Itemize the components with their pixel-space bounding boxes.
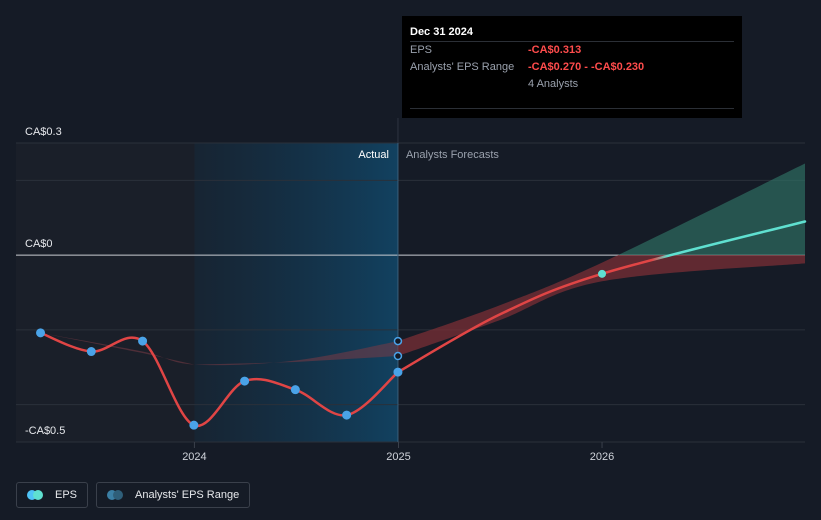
legend-eps-swatch-icon: [27, 490, 47, 500]
legend-item-analysts-range[interactable]: Analysts' EPS Range: [96, 482, 251, 508]
legend: EPS Analysts' EPS Range: [16, 482, 251, 508]
analyst-estimate-point: [393, 336, 403, 346]
tooltip-range-value: -CA$0.270 - -CA$0.230: [528, 61, 645, 73]
tooltip-analysts-count: 4 Analysts: [528, 78, 579, 90]
legend-range-swatch-icon: [107, 490, 127, 500]
tooltip-divider: [410, 108, 734, 109]
y-tick-label: -CA$0.5: [25, 425, 65, 437]
x-tick-label: 2024: [182, 451, 206, 463]
tooltip: Dec 31 2024 EPS -CA$0.313 Analysts' EPS …: [402, 16, 742, 118]
actual-region-label: Actual: [358, 149, 389, 161]
eps-actual-line: [39, 331, 400, 427]
forecast-region-label: Analysts Forecasts: [406, 149, 499, 161]
analyst-estimate-point: [393, 351, 403, 361]
eps-point: [290, 385, 300, 395]
x-tick-label: 2025: [386, 451, 410, 463]
tooltip-eps-label: EPS: [410, 44, 433, 56]
highlight-region-background: [194, 143, 398, 442]
eps-forecast-line: [396, 220, 807, 374]
tooltip-eps-row: EPS -CA$0.313: [410, 41, 734, 59]
x-axis-labels: 2024 2025 2026: [182, 442, 614, 463]
eps-point: [36, 328, 46, 338]
tooltip-range-row: Analysts' EPS Range -CA$0.270 - -CA$0.23…: [410, 59, 734, 76]
eps-point: [138, 336, 148, 346]
eps-point: [393, 367, 403, 377]
eps-lines: [39, 220, 807, 427]
legend-range-label: Analysts' EPS Range: [135, 489, 240, 501]
eps-point: [189, 420, 199, 430]
tooltip-eps-value: -CA$0.313: [528, 44, 582, 56]
tooltip-range-label: Analysts' EPS Range: [410, 61, 515, 73]
legend-item-eps[interactable]: EPS: [16, 482, 89, 508]
y-tick-label: CA$0: [25, 238, 53, 250]
eps-point: [342, 410, 352, 420]
y-tick-label: CA$0.3: [25, 126, 62, 138]
forecast-point: [598, 269, 607, 278]
tooltip-analysts-row: 4 Analysts: [410, 76, 734, 93]
eps-points: [36, 269, 607, 430]
legend-eps-label: EPS: [55, 489, 78, 501]
tooltip-date: Dec 31 2024: [410, 26, 473, 38]
x-tick-label: 2026: [590, 451, 614, 463]
y-axis-labels: CA$0.3 CA$0 -CA$0.5: [25, 126, 65, 437]
eps-point: [86, 347, 96, 357]
eps-point: [240, 376, 250, 386]
analyst-range-band-negative: [397, 255, 805, 357]
